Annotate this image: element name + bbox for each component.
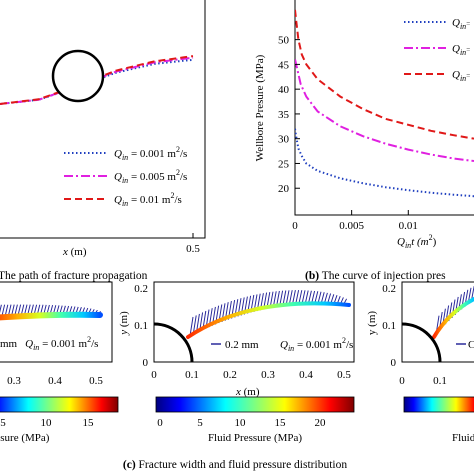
panel-c-left-cbar-tick-2: 15	[83, 417, 95, 429]
panel-b-ytick-label-4: 40	[278, 84, 290, 96]
panel-c-right-ytick-2: 0.2	[382, 283, 396, 295]
panel-c-mid-axes: 0 0.1 0.2 0 0.1 0.2 0.3 0.4 0.5	[134, 283, 351, 381]
panel-c-right-ytick-0: 0	[391, 357, 397, 369]
panel-c-left-cbar-tick-0: 5	[0, 417, 6, 429]
panel-c-left-xtick-1: 0.4	[48, 375, 62, 387]
panel-c-mid-frame	[153, 281, 355, 363]
panel-b-legend-label-3: Qin=	[452, 69, 470, 83]
panel-b-legend-label-1: Qin=	[452, 17, 470, 31]
panel-b-xtick-label-2: 0.01	[399, 220, 418, 232]
panel-c-mid-ytick-0: 0	[143, 357, 149, 369]
panel-c-mid-cbar-tick-3: 15	[275, 417, 287, 429]
panel-c-left-colorbar	[0, 396, 119, 413]
wellbore-arc-mid	[154, 322, 194, 362]
panel-c-mid-xtick-3: 0.3	[261, 369, 275, 381]
panel-c-mid-xtick-2: 0.2	[223, 369, 237, 381]
panel-b-ylabel: Wellbore Presure (MPa)	[254, 54, 266, 161]
panel-c-mid-ytick-1: 0.1	[134, 320, 148, 332]
panel-c-left-annotation: mm Qin = 0.001 m2/s	[0, 335, 98, 352]
panel-b: 20 25 30 35 40 45 50 0 0.005 0.01 Wellbore Presu…	[254, 0, 474, 282]
panel-c-right-xtick-1: 0.1	[433, 375, 447, 387]
panel-b-ytick-label-6: 50	[278, 35, 290, 47]
panel-b-ytick-label-0: 20	[278, 183, 290, 195]
panel-b-series-0	[295, 128, 474, 198]
wellbore-arc-right	[402, 322, 442, 362]
fracture-pressure-line-mid	[186, 301, 351, 339]
panel-c-mid-cbar-tick-1: 5	[197, 417, 203, 429]
panel-c-left-frame	[0, 281, 113, 363]
panel-c-mid-colorbar-ticks: 0 5 10 15 20	[157, 417, 326, 429]
panel-b-frame	[294, 0, 474, 216]
panel-c-left-fracture	[0, 304, 103, 321]
panel-c-mid-cbar-label: Fluid Pressure (MPa)	[208, 432, 302, 444]
panel-c-mid-cbar-tick-0: 0	[157, 417, 163, 429]
panel-c-middle: 0 0.1 0.2 0 0.1 0.2 0.3 0.4 0.5 y (m) x (m) 0.2 …	[118, 281, 355, 444]
panel-c-right-ytick-1: 0.1	[382, 320, 396, 332]
legend-label-q0001: Qin = 0.001 m2/s	[114, 145, 187, 162]
fracture-pressure-line-right	[432, 296, 474, 339]
panel-c-mid-fracture	[154, 289, 351, 362]
panel-b-series-1	[295, 59, 474, 162]
panel-c-left: mm Qin = 0.001 m2/s 0.3 0.4 0.5 5 10 15 s…	[0, 281, 119, 444]
panel-a-frame	[0, 0, 206, 239]
fracture-width-hatch-right	[435, 286, 474, 335]
panel-c-right-cbar-label: Fluid	[452, 432, 474, 444]
legend-label-q0005: Qin = 0.005 m2/s	[114, 168, 187, 185]
wellbore-circle	[51, 49, 105, 103]
panel-b-legend: Qin= Qin= Qin=	[404, 17, 470, 83]
panel-b-caption: (b) The curve of injection pres	[305, 270, 446, 282]
panel-c-mid-xtick-0: 0	[151, 369, 157, 381]
panel-c-left-xtick-2: 0.5	[89, 375, 103, 387]
panel-c-mid-xlabel: x (m)	[235, 386, 260, 398]
panel-c-right-xtick-0: 0	[399, 375, 405, 387]
panel-c-right-fracture	[402, 286, 474, 362]
panel-a-xtick-label: 0.5	[186, 243, 200, 255]
panel-a-xlabel: x (m)	[62, 246, 87, 258]
panel-c-mid-colorbar	[155, 396, 355, 413]
panel-c-left-xtick-0: 0.3	[7, 375, 21, 387]
panel-c-mid-annotation: Qin = 0.001 m2/s	[280, 336, 353, 353]
panel-c-mid-ytick-2: 0.2	[134, 283, 148, 295]
panel-b-legend-label-2: Qin=	[452, 43, 470, 57]
panel-c-right-colorbar	[403, 396, 474, 413]
panel-c-caption: (c) Fracture width and fluid pressure di…	[123, 459, 347, 471]
panel-b-xlabel: Qint (m2)	[397, 233, 437, 250]
panel-b-xtick-label-1: 0.005	[339, 220, 364, 232]
fracture-pressure-line-left	[0, 311, 103, 321]
panel-b-ytick-label-1: 25	[278, 158, 290, 170]
panel-a-legend: Qin = 0.001 m2/s Qin = 0.005 m2/s Qin = …	[64, 145, 187, 208]
panel-c-mid-cbar-tick-4: 20	[315, 417, 327, 429]
panel-b-ytick-label-5: 45	[278, 59, 290, 71]
fracture-width-hatch-mid	[189, 289, 348, 337]
panel-c-right-ylabel: y (m)	[366, 311, 378, 335]
panel-b-series-2	[295, 9, 474, 140]
panel-c-mid-xtick-4: 0.4	[299, 369, 313, 381]
panel-c-mid-xtick-5: 0.5	[337, 369, 351, 381]
panel-b-series-group	[295, 9, 474, 198]
panel-c-mid-cbar-tick-2: 10	[235, 417, 247, 429]
panel-c-right-annotation: C	[468, 339, 474, 351]
panel-a: Qin = 0.001 m2/s Qin = 0.005 m2/s Qin = …	[0, 0, 206, 282]
panel-c-left-cbar-tick-1: 10	[41, 417, 53, 429]
legend-label-q001: Qin = 0.01 m2/s	[114, 191, 182, 208]
panel-b-y-axis: 20 25 30 35 40 45 50	[278, 35, 300, 195]
panel-c-right: y (m) 0 0.1 0.2 0 0.1 C Fluid	[366, 281, 474, 444]
panel-b-xtick-label-0: 0	[292, 220, 298, 232]
panel-c-left-cbar-label: ssure (MPa)	[0, 432, 50, 444]
panel-a-caption: The path of fracture propagation	[0, 270, 148, 282]
panel-b-x-axis: 0 0.005 0.01	[292, 210, 418, 232]
panel-c-mid-ylabel: y (m)	[118, 311, 130, 336]
panel-c-mid-xtick-1: 0.1	[185, 369, 199, 381]
panel-c-mid-scale-label: 0.2 mm	[225, 339, 259, 351]
panel-b-ytick-label-3: 35	[278, 109, 290, 121]
panel-b-ytick-label-2: 30	[278, 134, 290, 146]
